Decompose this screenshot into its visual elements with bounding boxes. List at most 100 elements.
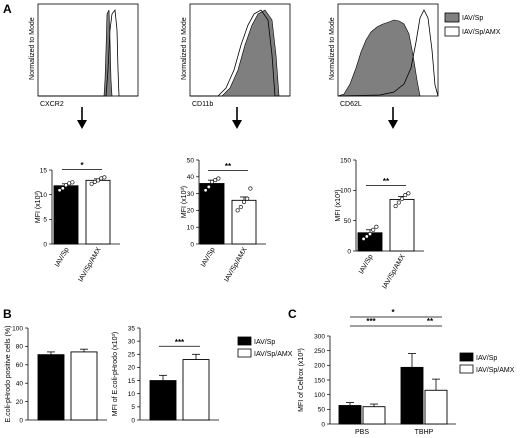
legend-label-sp: IAV/Sp: [462, 15, 483, 22]
bar-iav-sp-amx: [231, 199, 257, 245]
legend-swatch-amx: [444, 26, 460, 37]
significance-label: ***: [366, 317, 376, 326]
data-point: [364, 234, 369, 239]
legend-label-amx: IAV/Sp/AMX: [462, 29, 501, 36]
category-label: TBHP: [415, 429, 434, 436]
bar-iav-sp: [338, 405, 362, 425]
y-tick-label: 200: [314, 363, 325, 370]
data-point: [64, 183, 69, 188]
data-point: [96, 178, 101, 183]
bar-iav-sp-amx: [85, 179, 111, 245]
significance-label: ***: [175, 338, 185, 347]
y-tick-label: 35: [128, 325, 136, 332]
y-axis-label: E.coli-pHrodo positive cells (%): [5, 326, 12, 423]
legend-c: IAV/Sp IAV/Sp/AMX: [459, 352, 515, 374]
y-tick-label: 0: [19, 417, 23, 424]
y-axis-label: MFI (x10³): [335, 189, 342, 221]
sp-histogram: [337, 19, 421, 97]
category-label: IAV/Sp/AMX: [381, 253, 406, 290]
legend-swatch-sp: [444, 12, 460, 23]
y-tick-label: 50: [318, 407, 326, 414]
y-tick-label: 15: [40, 167, 48, 174]
category-label: IAV/Sp: [200, 246, 217, 268]
data-point: [245, 196, 250, 201]
y-tick-label: 0: [43, 241, 47, 248]
legend-label-amx: IAV/Sp/AMX: [254, 351, 293, 358]
y-tick-label: 300: [314, 333, 325, 340]
bar-iav-sp: [53, 185, 79, 245]
data-point: [70, 180, 75, 185]
data-point: [213, 178, 218, 183]
histogram-cxcr2: Normalized to Mode CXCR2: [29, 3, 139, 129]
y-tick-label: 30: [128, 338, 136, 345]
panel-letter-b: B: [3, 307, 12, 321]
y-tick-label: 0: [347, 248, 351, 255]
data-point: [203, 188, 208, 193]
data-point: [403, 193, 408, 198]
legend-swatch-sp: [459, 352, 474, 362]
histogram-ylabel: Normalized to Mode: [329, 17, 336, 80]
y-tick-label: 100: [340, 188, 351, 195]
data-point: [216, 176, 221, 181]
panel-letter-a: A: [3, 2, 12, 16]
legend-a: IAV/Sp IAV/Sp/AMX: [444, 12, 501, 37]
bar-chart-cd62l: 0 50 100 150 MFI (x10³) IAV/Sp IAV/Sp/AMX **: [335, 157, 424, 290]
y-tick-label: 0: [321, 421, 325, 428]
arrow-head: [388, 120, 398, 129]
y-tick-label: 0: [190, 241, 194, 248]
data-point: [396, 200, 401, 205]
y-tick-label: 10: [187, 225, 195, 232]
y-tick-label: 50: [187, 157, 195, 164]
bar-iav-sp: [199, 183, 225, 245]
bar-iav-sp-amx: [362, 406, 386, 425]
category-label: IAV/Sp: [54, 246, 71, 268]
legend-swatch-sp: [237, 336, 252, 346]
data-point: [67, 181, 72, 186]
significance-label: **: [225, 162, 232, 171]
y-tick-label: 10: [40, 192, 48, 199]
amx-histogram: [38, 8, 138, 97]
y-tick-label: 60: [16, 362, 24, 369]
histogram-xlabel: CXCR2: [40, 101, 64, 108]
bar-iav-sp: [400, 366, 424, 425]
data-point: [399, 196, 404, 201]
data-point: [92, 179, 97, 184]
bar-chart-cxcr2: 0 5 10 15 MFI (x10³) IAV/Sp IAV/Sp/AMX *: [35, 161, 120, 283]
y-tick-label: 10: [128, 391, 136, 398]
y-tick-label: 80: [16, 344, 24, 351]
data-point: [248, 186, 253, 191]
y-tick-label: 25: [128, 352, 136, 359]
bar-chart-ecoli-mfi: 0 5 10 15 20 25 30 35 MFI of E.coli-pHrodo (x10³…: [112, 325, 219, 424]
data-point: [367, 232, 372, 237]
y-tick-label: 5: [43, 217, 47, 224]
y-tick-label: 40: [16, 381, 24, 388]
bar-iav-sp: [149, 380, 177, 421]
sp-histogram: [38, 9, 113, 97]
significance-label: **: [427, 317, 434, 326]
data-point: [393, 204, 398, 209]
legend-swatch-amx: [459, 364, 474, 374]
data-point: [238, 205, 243, 210]
bar-iav-sp-amx: [70, 351, 98, 421]
panel-letter-c: C: [288, 307, 297, 321]
bar-iav-sp-amx: [389, 198, 415, 252]
y-tick-label: 150: [340, 157, 351, 164]
category-label: IAV/Sp: [358, 253, 375, 275]
data-point: [371, 227, 376, 232]
y-tick-label: 50: [344, 218, 352, 225]
y-tick-label: 20: [128, 365, 136, 372]
category-label: IAV/Sp/AMX: [77, 246, 102, 283]
histogram-xlabel: CD11b: [192, 101, 213, 108]
bar-iav-sp-amx: [424, 389, 448, 425]
data-point: [361, 236, 366, 241]
data-point: [60, 186, 65, 191]
y-axis-label: MFI of E.coli-pHrodo (x10³): [112, 332, 119, 416]
legend-swatch-amx: [237, 348, 252, 358]
data-point: [102, 175, 107, 180]
histogram-ylabel: Normalized to Mode: [181, 17, 188, 80]
y-axis-label: MFI (x10³): [181, 186, 188, 218]
y-tick-label: 20: [187, 208, 195, 215]
bar-iav-sp-amx: [182, 359, 210, 421]
